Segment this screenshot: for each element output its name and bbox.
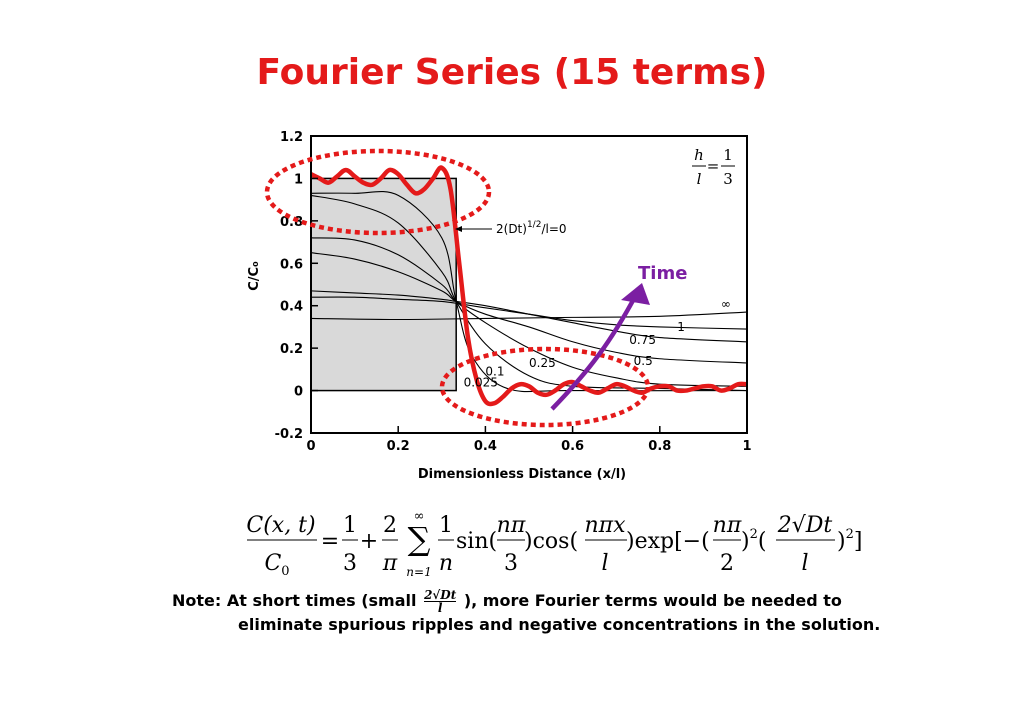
formula-equals: =: [321, 529, 339, 554]
y-tick-label: 1.2: [280, 130, 303, 145]
curve-label: 0.5: [634, 354, 653, 368]
formula-sin-num: nπ: [497, 513, 526, 538]
x-tick-label: 0.6: [561, 439, 584, 454]
formula-square-1: )2(: [741, 527, 766, 554]
formula-sin: sin(: [456, 529, 497, 554]
fourier-formula: C(x, t) C0 = 1 3 + 2 π ∞ ∑ n=1 1 n sin( …: [246, 509, 862, 579]
formula-lhs-den: C0: [264, 551, 289, 579]
y-tick-label: 1: [294, 172, 303, 187]
x-tick-label: 0: [306, 439, 315, 454]
y-tick-label: 0.8: [280, 215, 303, 230]
x-axis-ticks: 0 0.2 0.4 0.6 0.8 1: [306, 426, 752, 454]
curve-label: 1: [677, 320, 685, 334]
formula-cos: )cos(: [524, 529, 578, 554]
ratio-label: h l = 1 3: [692, 146, 735, 188]
x-tick-label: 1: [742, 439, 751, 454]
formula-exp: )exp[−(: [626, 529, 710, 554]
time-label: Time: [638, 263, 687, 284]
curve-label: 0.25: [529, 356, 556, 370]
y-axis-label: C/C₀: [247, 261, 262, 291]
profile-curves: [310, 165, 748, 407]
initial-condition-label: 2(Dt)1/2/l=0: [496, 220, 567, 236]
y-tick-label: 0: [294, 385, 303, 400]
note-line1-post: ), more Fourier terms would be needed to: [458, 591, 842, 610]
formula-term1-num: 1: [343, 513, 357, 538]
formula-d-den: l: [801, 551, 808, 576]
ratio-rhs-num: 1: [723, 146, 733, 164]
formula-exp-num: nπ: [713, 513, 742, 538]
formula-term3-num: 1: [439, 513, 453, 538]
profile-line-2: [310, 194, 748, 392]
ratio-lhs-den: l: [697, 170, 702, 188]
formula-plus: +: [360, 529, 378, 554]
x-tick-label: 0.2: [387, 439, 410, 454]
y-tick-label: 0.6: [280, 257, 303, 272]
formula-lhs-num: C(x, t): [246, 513, 315, 538]
formula-sin-den: 3: [504, 551, 518, 576]
y-tick-label: 0.2: [280, 342, 303, 357]
x-tick-label: 0.4: [474, 439, 497, 454]
note-line1-pre: Note: At short times (small: [172, 591, 423, 610]
formula-term2-den: π: [382, 551, 398, 576]
formula-sum-upper: ∞: [414, 509, 425, 524]
curve-label: 0.75: [629, 333, 656, 347]
formula-cos-den: l: [601, 551, 608, 576]
formula-exp-den: 2: [720, 551, 734, 576]
y-axis-ticks: 1.2 1 0.8 0.6 0.4 0.2 0 -0.2: [275, 130, 318, 442]
formula-sum-lower: n=1: [406, 565, 431, 579]
note-small-fraction: 2√Dt l: [424, 588, 457, 615]
initial-condition-region: [310, 177, 457, 392]
profile-line-4: [310, 252, 748, 364]
y-tick-label: 0.4: [280, 300, 303, 315]
fourier-series-line: [310, 165, 748, 407]
formula-d-num: 2√Dt: [777, 513, 833, 538]
x-tick-label: 0.8: [648, 439, 671, 454]
formula-term3-den: n: [439, 551, 453, 576]
curve-label: ∞: [721, 297, 731, 311]
profile-line-5: [310, 290, 748, 343]
ripple-highlight-top: [264, 148, 492, 236]
svg-text:=: =: [707, 157, 720, 175]
ratio-lhs-num: h: [694, 146, 704, 164]
y-tick-label: -0.2: [275, 427, 303, 442]
formula-term2-num: 2: [383, 513, 397, 538]
ripple-highlight-bottom: [439, 346, 651, 428]
profile-line-1: [310, 191, 748, 393]
formula-term1-den: 3: [343, 551, 357, 576]
time-arrow: [550, 291, 639, 411]
ratio-rhs-den: 3: [723, 170, 733, 188]
profile-line-6: [310, 296, 748, 330]
plot-frame: [310, 135, 748, 434]
time-arrow-head: [621, 283, 650, 305]
note-line2: eliminate spurious ripples and negative …: [238, 615, 881, 634]
formula-sum-sign: ∑: [408, 520, 431, 558]
curve-label: 0.025: [464, 375, 498, 389]
formula-square-2: )2]: [837, 527, 862, 554]
profile-line-3: [310, 237, 748, 387]
formula-cos-num: nπx: [584, 513, 626, 538]
curve-label: 0.1: [485, 365, 504, 379]
page-title: Fourier Series (15 terms): [256, 52, 768, 93]
x-axis-label: Dimensionless Distance (x/l): [418, 467, 626, 482]
footnote: Note: At short times (small 2√Dt l ), mor…: [172, 589, 880, 636]
profile-line-7: [310, 311, 748, 321]
